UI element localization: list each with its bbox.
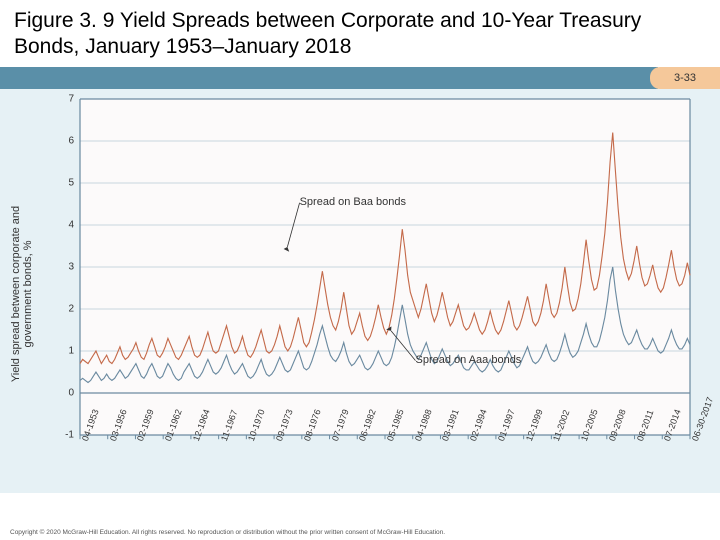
chart-inner: Yield spread between corporate andgovern… — [30, 99, 690, 489]
plot-area: -101234567Spread on Baa bondsSpread on A… — [80, 99, 690, 435]
y-tick-label: 7 — [68, 93, 80, 104]
y-tick-label: 0 — [68, 387, 80, 398]
chart-annotation: Spread on Aaa bonds — [416, 354, 522, 366]
y-tick-label: 3 — [68, 261, 80, 272]
figure-title: Figure 3. 9 Yield Spreads between Corpor… — [0, 0, 720, 67]
slide-number-badge: 3-33 — [650, 67, 720, 89]
copyright-text: Copyright © 2020 McGraw-Hill Education. … — [10, 529, 445, 536]
x-axis-labels: 04-195303-195602-195901-196212-196411-19… — [80, 435, 690, 489]
y-tick-label: -1 — [65, 429, 80, 440]
chart-annotation: Spread on Baa bonds — [300, 196, 406, 208]
y-axis-label: Yield spread between corporate andgovern… — [10, 205, 34, 381]
x-tick-label: 06-30-2017 — [690, 395, 715, 442]
accent-main — [0, 67, 658, 89]
y-tick-label: 5 — [68, 177, 80, 188]
chart-container: Yield spread between corporate andgovern… — [0, 89, 720, 493]
y-tick-label: 4 — [68, 219, 80, 230]
y-tick-label: 6 — [68, 135, 80, 146]
accent-bar: 3-33 — [0, 67, 720, 89]
y-tick-label: 2 — [68, 303, 80, 314]
y-tick-label: 1 — [68, 345, 80, 356]
chart-svg — [80, 99, 690, 435]
